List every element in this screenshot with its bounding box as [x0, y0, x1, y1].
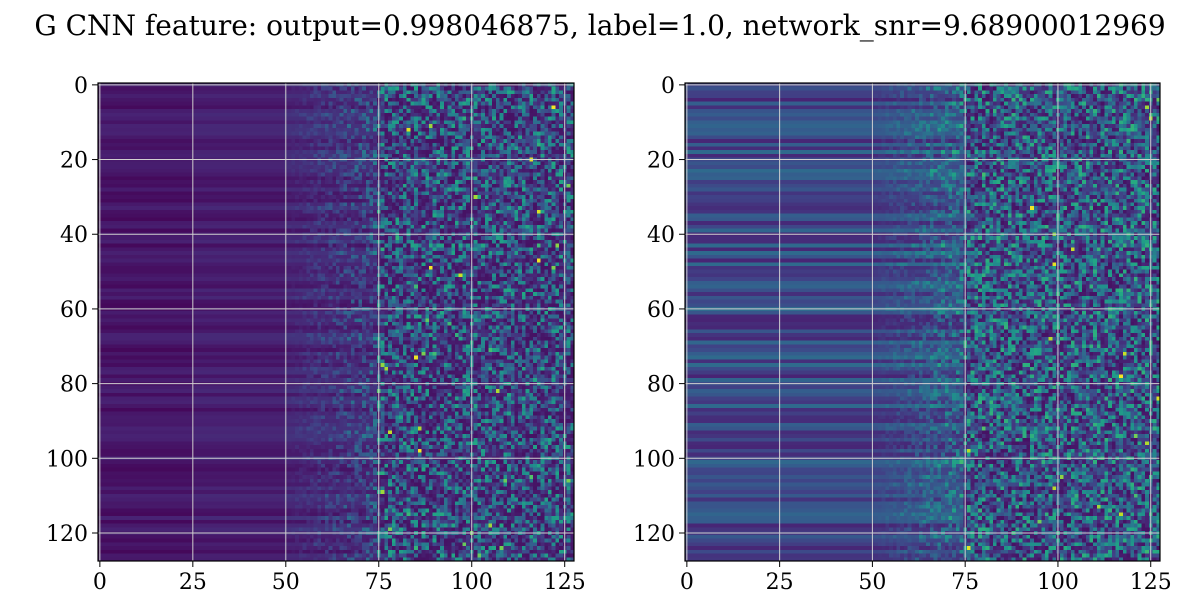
x-tick-label: 125 [544, 570, 586, 595]
y-tick-label: 80 [647, 373, 675, 398]
y-tick-label: 60 [60, 298, 88, 323]
x-tick-label: 50 [272, 570, 300, 595]
y-tick-label: 60 [647, 298, 675, 323]
x-tick-label: 50 [858, 570, 886, 595]
y-tick-label: 40 [647, 223, 675, 248]
x-tick-label: 0 [680, 570, 694, 595]
x-tick-label: 100 [1037, 570, 1079, 595]
x-tick-label: 125 [1130, 570, 1172, 595]
plot-frame [684, 82, 1161, 562]
plot-frame [97, 82, 575, 562]
y-tick-label: 0 [661, 74, 675, 99]
y-tick-label: 20 [647, 149, 675, 174]
y-tick-label: 120 [633, 522, 675, 547]
x-tick-label: 25 [179, 570, 207, 595]
x-tick-label: 25 [766, 570, 794, 595]
x-tick-label: 75 [951, 570, 979, 595]
chart-title: G CNN feature: output=0.998046875, label… [34, 9, 1166, 42]
x-tick-label: 100 [451, 570, 493, 595]
heatmap-panel-right: 0 25 50 75 100 125 0 20 40 60 80 100 120 [633, 74, 1172, 595]
heatmap-panel-left: 0 25 50 75 100 125 0 20 40 60 80 100 120 [46, 74, 586, 595]
y-tick-label: 20 [60, 149, 88, 174]
heatmap-image [685, 83, 1160, 561]
y-tick-label: 40 [60, 223, 88, 248]
x-tick-label: 0 [93, 570, 107, 595]
x-tick-label: 75 [365, 570, 393, 595]
y-tick-label: 0 [74, 74, 88, 99]
y-tick-label: 80 [60, 373, 88, 398]
y-tick-label: 120 [46, 522, 88, 547]
y-tick-label: 100 [46, 447, 88, 472]
y-tick-label: 100 [633, 447, 675, 472]
heatmap-image [98, 83, 574, 561]
